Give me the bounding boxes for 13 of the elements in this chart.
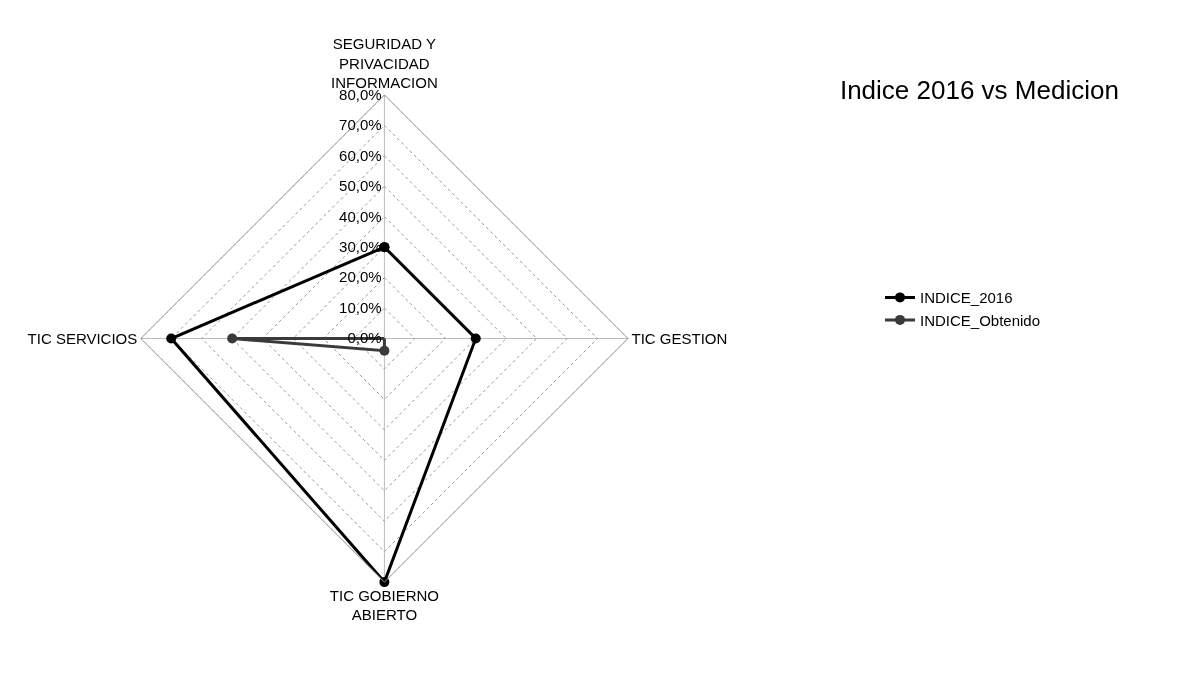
spoke-label: TIC GESTION [631,329,728,347]
legend-label: INDICE_2016 [920,289,1013,307]
y-tick-label: 30,0% [339,238,382,256]
y-tick-label: 10,0% [339,298,382,316]
y-tick-label: 40,0% [339,207,382,225]
text: Indice 2016 vs Medicion [839,75,1119,106]
y-tick-label: 70,0% [339,116,382,134]
spoke-label: TIC SERVICIOS [27,329,138,347]
spoke-label: TIC GOBIERNO ABIERTO [329,586,439,624]
y-tick-label: 60,0% [339,146,382,164]
legend-label: INDICE_Obtenido [920,311,1041,329]
y-tick-label: 50,0% [339,177,382,195]
y-tick-label: 20,0% [339,268,382,286]
